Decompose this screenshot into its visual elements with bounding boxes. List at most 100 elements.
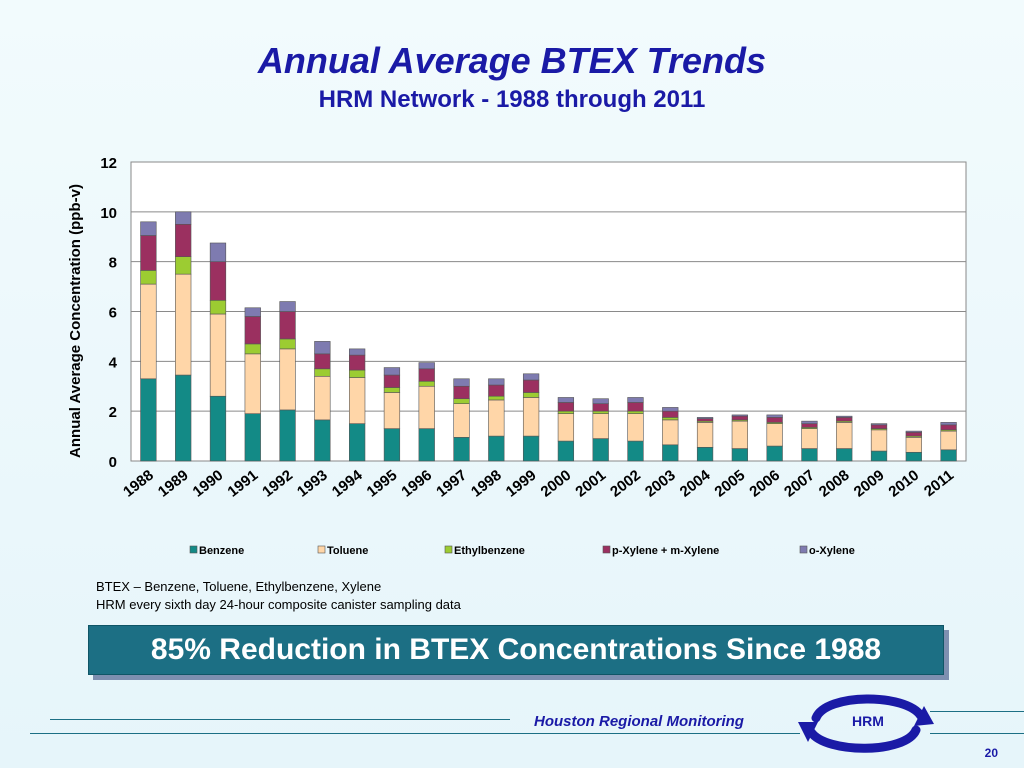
bar-segment bbox=[314, 419, 331, 462]
logo-text: HRM bbox=[852, 713, 884, 729]
y-tick-label: 0 bbox=[109, 454, 117, 471]
bar-segment bbox=[731, 415, 748, 421]
bar-segment bbox=[349, 377, 366, 424]
bar-segment bbox=[696, 417, 714, 419]
y-tick-label: 6 bbox=[109, 305, 117, 322]
bar-segment bbox=[627, 410, 644, 414]
bar-segment bbox=[696, 422, 714, 448]
bar-segment bbox=[766, 414, 783, 418]
x-tick-label: 2010 bbox=[886, 467, 923, 501]
x-tick-label: 2008 bbox=[816, 467, 853, 501]
bar-segment bbox=[279, 301, 296, 312]
legend-swatch bbox=[602, 545, 611, 554]
legend-swatch bbox=[444, 545, 453, 554]
legend-swatch bbox=[189, 545, 198, 554]
bar-segment bbox=[418, 385, 435, 429]
bar-segment bbox=[314, 341, 331, 355]
bar-segment bbox=[140, 270, 157, 285]
bar-segment bbox=[383, 374, 401, 388]
bar-segment bbox=[175, 211, 192, 225]
bar-segment bbox=[209, 395, 227, 462]
bar-segment bbox=[418, 362, 435, 370]
x-tick-label: 2005 bbox=[712, 467, 749, 501]
y-tick-label: 2 bbox=[109, 404, 117, 421]
bar-segment bbox=[418, 428, 435, 462]
bar-segment bbox=[731, 420, 748, 449]
bar-segment bbox=[453, 403, 470, 438]
bar-segment bbox=[383, 392, 401, 429]
bar-segment bbox=[940, 422, 957, 426]
x-tick-label: 1990 bbox=[190, 467, 227, 501]
bar-segment bbox=[349, 369, 366, 378]
bar-segment bbox=[627, 397, 644, 403]
bar-segment bbox=[662, 419, 679, 446]
x-tick-label: 1997 bbox=[433, 467, 470, 501]
bar-segment bbox=[314, 368, 331, 377]
bar-segment bbox=[731, 448, 748, 462]
x-tick-label: 1999 bbox=[503, 467, 540, 501]
bar-segment bbox=[418, 380, 435, 387]
x-tick-label: 2007 bbox=[781, 467, 818, 501]
bar-segment bbox=[627, 440, 644, 462]
legend-label: o-Xylene bbox=[809, 545, 855, 557]
bar-segment bbox=[140, 378, 157, 462]
slide-subtitle: HRM Network - 1988 through 2011 bbox=[318, 86, 706, 113]
bar-segment bbox=[801, 420, 818, 424]
y-tick-label: 8 bbox=[109, 255, 117, 272]
bar-segment bbox=[349, 423, 366, 462]
bar-segment bbox=[244, 413, 261, 462]
bar-segment bbox=[836, 448, 853, 462]
bar-segment bbox=[696, 446, 714, 462]
reduction-banner: 85% Reduction in BTEX Concentrations Sin… bbox=[88, 625, 944, 675]
bar-segment bbox=[731, 414, 748, 417]
bar-segment bbox=[801, 423, 818, 428]
y-tick-label: 4 bbox=[109, 354, 118, 371]
x-tick-label: 1995 bbox=[364, 467, 401, 501]
x-tick-label: 1996 bbox=[398, 467, 435, 501]
y-tick-label: 12 bbox=[100, 155, 117, 172]
bar-segment bbox=[870, 424, 888, 429]
bar-segment bbox=[766, 417, 783, 423]
bar-segment bbox=[870, 423, 888, 426]
bar-segment bbox=[522, 397, 540, 437]
bar-segment bbox=[453, 378, 470, 387]
legend-label: p-Xylene + m-Xylene bbox=[612, 545, 719, 557]
bar-segment bbox=[592, 410, 609, 414]
bar-segment bbox=[140, 283, 157, 380]
x-tick-label: 1991 bbox=[224, 467, 261, 501]
bar-segment bbox=[592, 413, 609, 439]
bar-segment bbox=[870, 429, 888, 452]
x-tick-label: 2006 bbox=[746, 467, 783, 501]
bar-segment bbox=[314, 353, 331, 370]
bar-segment bbox=[592, 398, 609, 404]
bar-segment bbox=[522, 435, 540, 462]
sampling-note: HRM every sixth day 24-hour composite ca… bbox=[96, 597, 461, 612]
bar-segment bbox=[836, 422, 853, 449]
bar-segment bbox=[627, 402, 644, 412]
y-tick-label: 10 bbox=[100, 205, 117, 222]
bar-segment bbox=[349, 354, 366, 371]
bar-segment bbox=[314, 375, 331, 421]
bar-segment bbox=[175, 256, 192, 275]
bar-segment bbox=[662, 444, 679, 462]
footer-divider-lower bbox=[30, 733, 800, 734]
x-tick-label: 1989 bbox=[155, 467, 192, 501]
legend-label: Benzene bbox=[199, 545, 244, 557]
bar-segment bbox=[453, 398, 470, 404]
bar-segment bbox=[905, 432, 922, 437]
bar-segment bbox=[488, 378, 505, 386]
bar-segment bbox=[836, 417, 853, 422]
bar-segment bbox=[557, 410, 575, 414]
bar-segment bbox=[279, 338, 296, 350]
legend-label: Ethylbenzene bbox=[454, 545, 525, 557]
footer-divider-left bbox=[50, 719, 510, 720]
bar-segment bbox=[209, 299, 227, 315]
bar-segment bbox=[801, 448, 818, 462]
bar-segment bbox=[175, 223, 192, 257]
bar-segment bbox=[418, 368, 435, 382]
x-tick-label: 1988 bbox=[120, 467, 157, 501]
bar-segment bbox=[592, 403, 609, 412]
bar-segment bbox=[140, 221, 157, 236]
footer-divider-right bbox=[930, 711, 1024, 712]
legend-label: Toluene bbox=[327, 545, 368, 557]
